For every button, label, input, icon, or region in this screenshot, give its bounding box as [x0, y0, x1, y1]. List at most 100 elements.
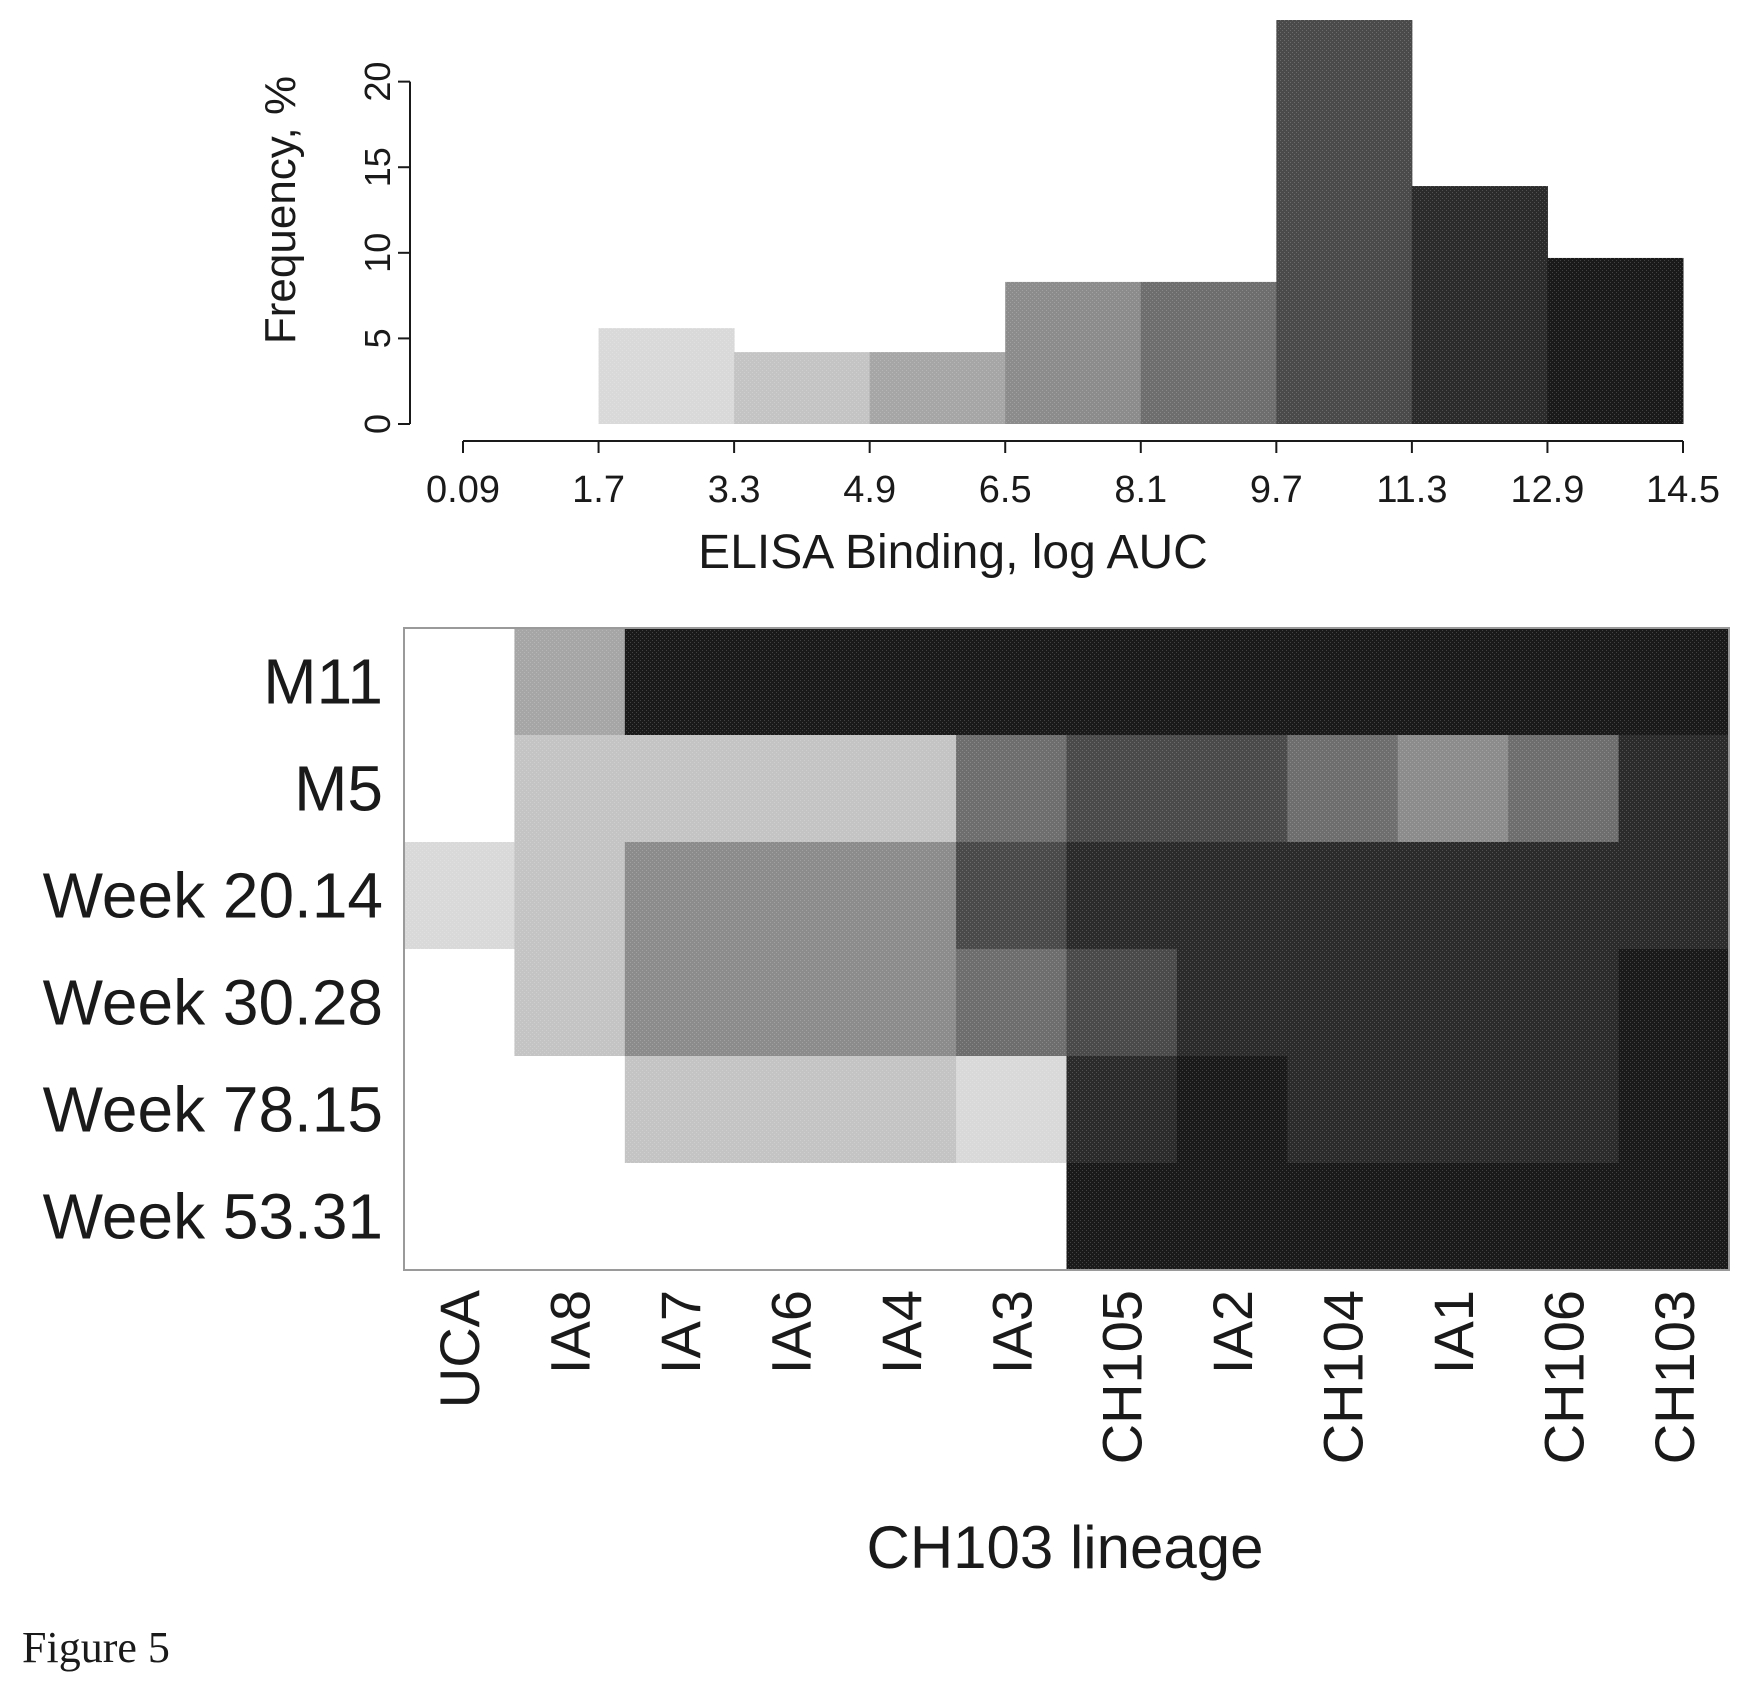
histogram-bar-texture — [1005, 281, 1142, 424]
heatmap-cell-texture — [1066, 949, 1178, 1057]
heatmap-row-label: M5 — [294, 753, 383, 825]
histogram-y-axis: 0 5 10 15 20 — [357, 62, 411, 434]
heatmap-cell-texture — [956, 842, 1068, 950]
heatmap-cell-texture — [1066, 735, 1178, 843]
heatmap-cell-texture — [1397, 735, 1509, 843]
heatmap-cell-texture — [624, 628, 736, 736]
heatmap-column-label: IA1 — [1422, 1290, 1485, 1374]
heatmap-column-label: IA8 — [539, 1290, 602, 1374]
heatmap-cell-texture — [1287, 735, 1399, 843]
histogram-x-tick-label: 4.9 — [843, 469, 896, 511]
heatmap-cell-texture — [1176, 842, 1288, 950]
histogram-bar-texture — [1276, 20, 1413, 424]
heatmap-row-label: Week 30.28 — [43, 967, 383, 1039]
heatmap-cell-texture — [624, 842, 736, 950]
heatmap-column-labels: UCA IA8 IA7 IA6 IA4 IA3 CH105 IA2 CH104 IA1 CH106 C… — [428, 1289, 1706, 1464]
heatmap-cell-texture — [1287, 1056, 1399, 1164]
heatmap-cell — [735, 1163, 847, 1271]
heatmap-cell-texture — [514, 628, 626, 736]
heatmap-cell-texture — [1287, 949, 1399, 1057]
heatmap-cell-texture — [845, 949, 957, 1057]
histogram-bar-texture — [598, 328, 735, 424]
heatmap-cell-texture — [1618, 842, 1730, 950]
histogram-x-tick-label: 0.09 — [426, 469, 500, 511]
heatmap-cell-texture — [1176, 1056, 1288, 1164]
histogram-x-tick-label: 12.9 — [1510, 469, 1584, 511]
heatmap-cell — [845, 1163, 957, 1271]
histogram-bar-texture — [869, 352, 1006, 424]
heatmap-cell-texture — [1508, 949, 1620, 1057]
heatmap-cell — [956, 1163, 1068, 1271]
heatmap-cell-texture — [1176, 628, 1288, 736]
heatmap-cell-texture — [735, 1056, 847, 1164]
heatmap-cell-texture — [1397, 628, 1509, 736]
heatmap-cell-texture — [735, 949, 847, 1057]
histogram-x-tick-label: 14.5 — [1646, 469, 1720, 511]
heatmap-cell — [404, 735, 516, 843]
heatmap-column-label: IA4 — [870, 1290, 933, 1374]
heatmap-cell-texture — [845, 842, 957, 950]
heatmap-row-label: M11 — [263, 646, 383, 718]
heatmap-cell-texture — [1066, 1056, 1178, 1164]
heatmap-row-label: Week 78.15 — [43, 1074, 383, 1146]
histogram-x-axis-label: ELISA Binding, log AUC — [698, 526, 1208, 579]
histogram-y-tick-label: 10 — [357, 233, 398, 273]
heatmap-column-label: CH104 — [1312, 1290, 1375, 1464]
histogram-bar-texture — [1140, 281, 1277, 424]
histogram-x-tick-label: 3.3 — [708, 469, 761, 511]
figure-caption: Figure 5 — [22, 1623, 170, 1672]
heatmap-cell-texture — [845, 1056, 957, 1164]
heatmap-cell-texture — [735, 628, 847, 736]
histogram-chart: 0 5 10 15 20 0.09 1.7 3.3 4.9 6.5 8.1 9.7 11.3 12.9 1… — [256, 20, 1720, 579]
heatmap-chart: M11 M5 Week 20.14 Week 30.28 Week 78.15 Week … — [43, 627, 1730, 1581]
heatmap-cell-texture — [1397, 949, 1509, 1057]
histogram-x-tick-label: 11.3 — [1376, 469, 1447, 511]
heatmap-cell — [624, 1163, 736, 1271]
histogram-x-axis: 0.09 1.7 3.3 4.9 6.5 8.1 9.7 11.3 12.9 14.5 — [426, 440, 1720, 511]
histogram-x-tick-label: 9.7 — [1250, 469, 1303, 511]
histogram-bars — [463, 20, 1684, 424]
heatmap-cell — [404, 628, 516, 736]
heatmap-cell-texture — [1397, 842, 1509, 950]
heatmap-cell-texture — [404, 842, 516, 950]
heatmap-column-label: CH105 — [1091, 1290, 1154, 1464]
heatmap-cell-texture — [1397, 1056, 1509, 1164]
heatmap-cell-texture — [1176, 949, 1288, 1057]
heatmap-cell-texture — [514, 735, 626, 843]
heatmap-cell-texture — [956, 949, 1068, 1057]
histogram-bar-texture — [1547, 257, 1684, 424]
heatmap-cells — [404, 628, 1730, 1271]
heatmap-frame — [403, 627, 1730, 1271]
heatmap-cell-texture — [624, 949, 736, 1057]
heatmap-cell-texture — [1618, 628, 1730, 736]
heatmap-column-label: IA6 — [759, 1290, 822, 1374]
heatmap-cell-texture — [514, 949, 626, 1057]
histogram-bar-texture — [463, 281, 600, 424]
heatmap-cell-texture — [1618, 1056, 1730, 1164]
heatmap-cell-texture — [845, 735, 957, 843]
heatmap-column-label: CH103 — [1643, 1290, 1706, 1464]
heatmap-cell-texture — [1066, 842, 1178, 950]
heatmap-cell-texture — [514, 842, 626, 950]
heatmap-column-label: IA7 — [649, 1290, 712, 1374]
heatmap-cell-texture — [1508, 1163, 1620, 1271]
heatmap-cell-texture — [1618, 949, 1730, 1057]
heatmap-cell-texture — [624, 1056, 736, 1164]
heatmap-cell-texture — [1397, 1163, 1509, 1271]
histogram-bar-texture — [734, 352, 871, 424]
heatmap-column-label: IA3 — [980, 1290, 1043, 1374]
heatmap-row-label: Week 20.14 — [43, 860, 383, 932]
heatmap-cell-texture — [1176, 1163, 1288, 1271]
histogram-x-tick-label: 6.5 — [979, 469, 1032, 511]
heatmap-column-label: IA2 — [1201, 1290, 1264, 1374]
heatmap-cell — [404, 949, 516, 1057]
heatmap-cell — [514, 1163, 626, 1271]
heatmap-cell-texture — [735, 735, 847, 843]
heatmap-cell-texture — [845, 628, 957, 736]
heatmap-cell-texture — [956, 1056, 1068, 1164]
heatmap-cell-texture — [1066, 1163, 1178, 1271]
heatmap-cell — [404, 1163, 516, 1271]
heatmap-column-label: CH106 — [1532, 1290, 1595, 1464]
heatmap-cell-texture — [1618, 1163, 1730, 1271]
histogram-x-tick-label: 8.1 — [1114, 469, 1167, 511]
